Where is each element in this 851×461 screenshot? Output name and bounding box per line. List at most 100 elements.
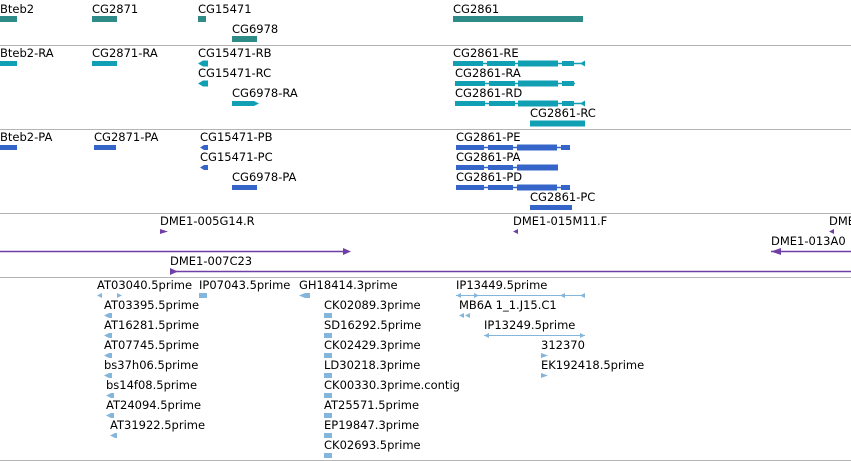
est-marker-ek192418[interactable] xyxy=(541,373,548,378)
est-marker-bs37h06[interactable] xyxy=(104,373,112,378)
gene-bar-bteb2[interactable] xyxy=(0,16,17,22)
protein-label-cg2861-pe[interactable]: CG2861-PE xyxy=(456,130,521,144)
est-marker-at03040[interactable] xyxy=(97,293,102,298)
protein-label-cg15471-pb[interactable]: CG15471-PB xyxy=(200,130,273,144)
est-marker-ck02089[interactable] xyxy=(324,313,332,318)
est-marker-ip07043[interactable] xyxy=(199,293,207,298)
est-marker-at16281[interactable] xyxy=(104,333,112,338)
est-marker-at31922[interactable] xyxy=(110,433,117,438)
est-marker-ep19847[interactable] xyxy=(324,433,332,438)
est-label-at16281[interactable]: AT16281.5prime xyxy=(104,318,200,332)
est-label-ip07043[interactable]: IP07043.5prime xyxy=(199,278,291,292)
protein-bar-cg2861-pc[interactable] xyxy=(530,205,572,210)
protein-bar-cg2871-pa[interactable] xyxy=(94,145,116,150)
gene-label-cg2861[interactable]: CG2861 xyxy=(453,2,500,16)
est-marker-ld30218[interactable] xyxy=(324,373,332,378)
est-label-312370[interactable]: 312370 xyxy=(541,338,585,352)
protein-bar-cg2861-pe[interactable] xyxy=(456,144,570,151)
est-label-at03040[interactable]: AT03040.5prime xyxy=(97,278,193,292)
mrna-label-cg15471-rc[interactable]: CG15471-RC xyxy=(198,66,272,80)
est-marker-at07745[interactable] xyxy=(104,353,112,358)
est-marker-gh18414[interactable] xyxy=(299,293,310,298)
protein-bar-cg2861-pd[interactable] xyxy=(456,184,570,191)
est-label-gh18414[interactable]: GH18414.3prime xyxy=(299,278,398,292)
est-marker-ip13249[interactable] xyxy=(484,333,585,338)
clone-label-dme-truncated[interactable]: DME xyxy=(829,214,851,228)
est-label-bs37h06[interactable]: bs37h06.5prime xyxy=(104,358,199,372)
est-label-at24094[interactable]: AT24094.5prime xyxy=(106,398,202,412)
est-label-at03395[interactable]: AT03395.5prime xyxy=(104,298,200,312)
clone-label-dme1-007c23[interactable]: DME1-007C23 xyxy=(170,254,253,268)
clone-line-dme1-013a0[interactable] xyxy=(771,248,851,255)
protein-bar-cg15471-pc[interactable] xyxy=(200,165,208,170)
mrna-label-cg2861-ra[interactable]: CG2861-RA xyxy=(455,66,521,80)
protein-bar-cg15471-pb[interactable] xyxy=(200,145,208,150)
est-marker-312370[interactable] xyxy=(541,353,548,358)
protein-label-cg2871-pa[interactable]: CG2871-PA xyxy=(94,130,159,144)
est-marker-ck02429[interactable] xyxy=(324,353,332,358)
est-marker-ck02693[interactable] xyxy=(324,453,332,458)
est-marker-at03040-b[interactable] xyxy=(117,293,122,298)
clone-label-dme1-015m11f[interactable]: DME1-015M11.F xyxy=(513,214,608,228)
est-label-ck00330[interactable]: CK00330.3prime.contig xyxy=(324,378,460,392)
clone-label-dme1-005g14r[interactable]: DME1-005G14.R xyxy=(160,214,255,228)
est-label-ld30218[interactable]: LD30218.3prime xyxy=(324,358,421,372)
mrna-bar-cg2861-rd[interactable] xyxy=(455,100,585,107)
est-marker-bs14f08[interactable] xyxy=(106,393,114,398)
protein-label-cg6978-pa[interactable]: CG6978-PA xyxy=(232,170,297,184)
gene-label-cg15471[interactable]: CG15471 xyxy=(198,2,252,16)
est-label-ip13249[interactable]: IP13249.5prime xyxy=(484,318,576,332)
est-marker-sd16292[interactable] xyxy=(324,333,332,338)
protein-bar-cg6978-pa[interactable] xyxy=(232,185,257,190)
est-marker-at25571[interactable] xyxy=(324,413,332,418)
est-label-ck02693[interactable]: CK02693.5prime xyxy=(324,438,421,452)
mrna-bar-cg2861-re[interactable] xyxy=(453,60,585,67)
protein-label-cg15471-pc[interactable]: CG15471-PC xyxy=(200,150,273,164)
gene-bar-cg2871[interactable] xyxy=(92,16,117,22)
gene-bar-cg15471[interactable] xyxy=(198,16,206,22)
est-label-ip13449[interactable]: IP13449.5prime xyxy=(456,278,548,292)
gene-label-cg2871[interactable]: CG2871 xyxy=(92,2,139,16)
est-label-at31922[interactable]: AT31922.5prime xyxy=(110,418,206,432)
gene-bar-cg2861[interactable] xyxy=(453,16,583,22)
mrna-bar-cg2861-rc[interactable] xyxy=(530,120,585,127)
mrna-label-cg2861-rd[interactable]: CG2861-RD xyxy=(455,86,523,100)
est-label-at25571[interactable]: AT25571.5prime xyxy=(324,398,420,412)
est-marker-mb6a[interactable] xyxy=(459,313,470,318)
protein-bar-cg2861-pa[interactable] xyxy=(456,164,558,171)
protein-label-cg2861-pd[interactable]: CG2861-PD xyxy=(456,170,523,184)
mrna-label-cg2871-ra[interactable]: CG2871-RA xyxy=(92,46,158,60)
gene-label-bteb2[interactable]: Bteb2 xyxy=(0,2,35,16)
protein-bar-bteb2-pa[interactable] xyxy=(0,145,17,150)
est-marker-ck00330[interactable] xyxy=(324,393,332,398)
protein-label-cg2861-pa[interactable]: CG2861-PA xyxy=(456,150,521,164)
est-label-ck02429[interactable]: CK02429.3prime xyxy=(324,338,421,352)
clone-label-dme1-013a0[interactable]: DME1-013A0 xyxy=(771,234,846,248)
clone-line-dme1-007c23[interactable] xyxy=(170,268,851,275)
mrna-bar-cg2861-ra[interactable] xyxy=(455,80,575,87)
mrna-bar-cg15471-rb[interactable] xyxy=(198,60,208,67)
mrna-label-cg2861-rc[interactable]: CG2861-RC xyxy=(530,106,596,120)
protein-label-cg2861-pc[interactable]: CG2861-PC xyxy=(530,190,596,204)
mrna-bar-cg15471-rc[interactable] xyxy=(198,80,208,87)
est-marker-ip13449[interactable] xyxy=(456,293,585,298)
est-label-sd16292[interactable]: SD16292.5prime xyxy=(324,318,422,332)
est-label-ep19847[interactable]: EP19847.3prime xyxy=(324,418,420,432)
clone-marker-dme-truncated[interactable] xyxy=(829,229,834,234)
mrna-label-bteb2-ra[interactable]: Bteb2-RA xyxy=(0,46,54,60)
est-label-bs14f08[interactable]: bs14f08.5prime xyxy=(106,378,198,392)
clone-marker-dme1-015m11f[interactable] xyxy=(513,229,518,234)
gene-bar-cg6978[interactable] xyxy=(232,36,257,42)
mrna-label-cg15471-rb[interactable]: CG15471-RB xyxy=(198,46,272,60)
est-label-mb6a[interactable]: MB6A 1_1.J15.C1 xyxy=(459,298,557,312)
mrna-bar-cg6978-ra[interactable] xyxy=(232,101,259,106)
clone-line-dme1-005g14r-pair[interactable] xyxy=(0,248,351,255)
gene-label-cg6978[interactable]: CG6978 xyxy=(232,22,279,36)
est-marker-at03395[interactable] xyxy=(104,313,112,318)
mrna-bar-cg2871-ra[interactable] xyxy=(92,61,117,66)
mrna-label-cg2861-re[interactable]: CG2861-RE xyxy=(453,46,519,60)
mrna-label-cg6978-ra[interactable]: CG6978-RA xyxy=(232,86,298,100)
est-label-at07745[interactable]: AT07745.5prime xyxy=(104,338,200,352)
est-marker-at24094[interactable] xyxy=(106,413,114,418)
clone-marker-dme1-005g14r[interactable] xyxy=(160,229,168,234)
